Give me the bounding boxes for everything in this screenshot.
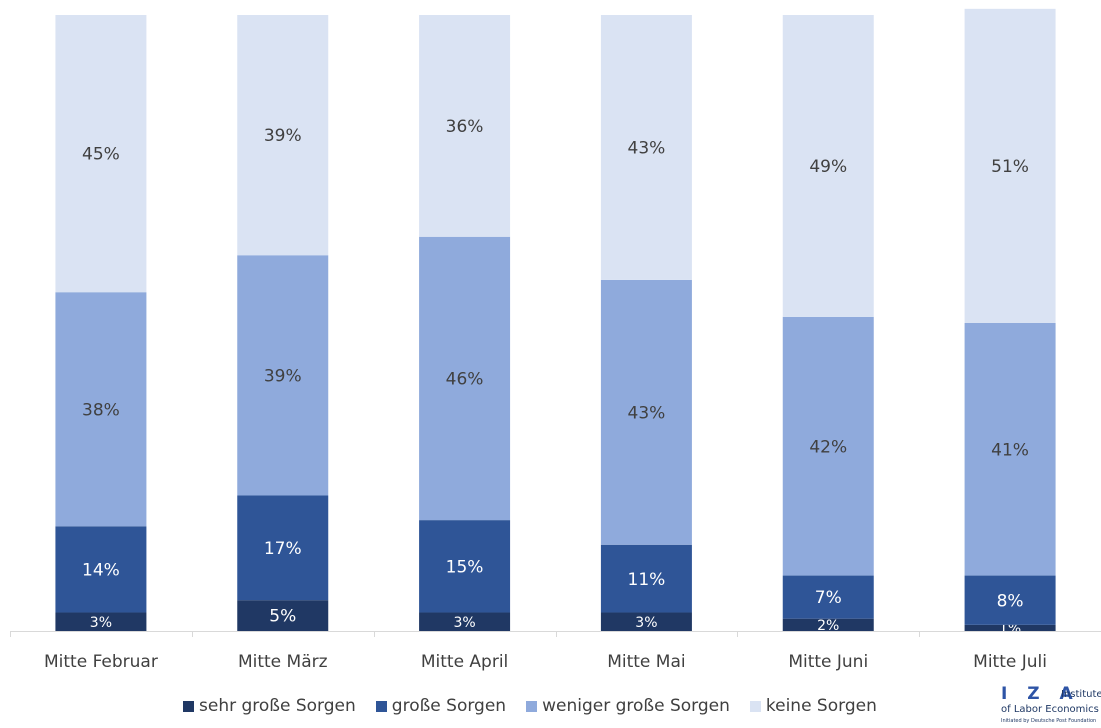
bar-segment: [419, 612, 511, 631]
bar-segment: [600, 15, 692, 280]
data-label: 38%: [82, 400, 120, 420]
iza-logo-letters: I Z A: [1001, 684, 1080, 704]
bar-segment: [55, 292, 147, 527]
legend-item: weniger große Sorgen: [526, 696, 730, 716]
bar-segment: [600, 612, 692, 631]
bar-segment: [237, 255, 329, 496]
bar-segment: [419, 236, 511, 521]
legend: sehr große Sorgen große Sorgen weniger gro…: [183, 694, 877, 718]
bar-segment: [600, 544, 692, 613]
data-label: 14%: [82, 561, 120, 581]
bar-segment: [964, 624, 1056, 631]
data-label: 3%: [453, 615, 475, 631]
category-tick-label: Mitte Juli: [973, 652, 1047, 672]
bar-segment: [419, 15, 511, 237]
data-label: 41%: [991, 440, 1029, 460]
data-label: 45%: [82, 145, 120, 165]
legend-swatch: [749, 700, 761, 712]
legend-label: keine Sorgen: [765, 696, 877, 716]
legend-swatch: [526, 700, 538, 712]
data-label: 43%: [628, 403, 666, 423]
legend-item: keine Sorgen: [749, 696, 877, 716]
data-label: 43%: [628, 139, 666, 159]
bar-segment: [55, 15, 147, 293]
legend-swatch: [375, 700, 387, 712]
legend-label: sehr große Sorgen: [199, 696, 356, 716]
bar-segment: [964, 575, 1056, 625]
bar-segment: [419, 520, 511, 613]
legend-item: sehr große Sorgen: [183, 696, 356, 716]
bar-segment: [55, 526, 147, 613]
bar-segment: [237, 495, 329, 601]
data-label: 1%: [999, 621, 1021, 637]
legend-label: weniger große Sorgen: [542, 696, 730, 716]
bar-segment: [237, 15, 329, 256]
iza-logo-line1: Institute: [1061, 689, 1101, 700]
data-label: 7%: [815, 588, 842, 608]
data-label: 49%: [809, 157, 847, 177]
data-label: 3%: [90, 615, 112, 631]
bar-segment: [600, 279, 692, 545]
data-label: 17%: [264, 539, 302, 559]
data-label: 51%: [991, 157, 1029, 177]
data-label: 39%: [264, 366, 302, 386]
data-label: 3%: [635, 615, 657, 631]
data-label: 8%: [997, 591, 1024, 611]
data-label: 15%: [446, 557, 484, 577]
category-tick-label: Mitte Februar: [44, 652, 158, 672]
bar-segment: [782, 618, 874, 631]
bar-segment: [237, 600, 329, 631]
iza-logo-line2: of Labor Economics: [1001, 704, 1099, 715]
category-tick-label: Mitte Mai: [607, 652, 685, 672]
category-tick-label: Mitte April: [421, 652, 508, 672]
bar-segment: [782, 15, 874, 317]
bar-segment: [782, 316, 874, 576]
data-label: 42%: [809, 437, 847, 457]
data-label: 5%: [269, 607, 296, 627]
stacked-bar-chart: 3% 14% 38% 45% Mitte Februar 5% 17% 39% 39% Mitte…: [10, 8, 1101, 672]
iza-logo: I Z A Institute of Labor Economics Initi…: [998, 684, 1101, 728]
bar-segment: [55, 612, 147, 631]
category-tick-label: Mitte Juni: [788, 652, 868, 672]
iza-logo-line3: Initiated by Deutsche Post Foundation: [1001, 718, 1097, 724]
legend-item: große Sorgen: [375, 696, 507, 716]
bar-segment: [964, 323, 1056, 576]
data-label: 11%: [628, 570, 666, 590]
data-label: 46%: [446, 370, 484, 390]
bar-segment: [964, 8, 1056, 324]
bar-segment: [782, 575, 874, 619]
legend-label: große Sorgen: [391, 696, 507, 716]
data-label: 36%: [446, 117, 484, 137]
data-label: 2%: [817, 618, 839, 634]
data-label: 39%: [264, 126, 302, 146]
legend-swatch: [183, 700, 194, 712]
category-tick-label: Mitte März: [238, 652, 328, 672]
